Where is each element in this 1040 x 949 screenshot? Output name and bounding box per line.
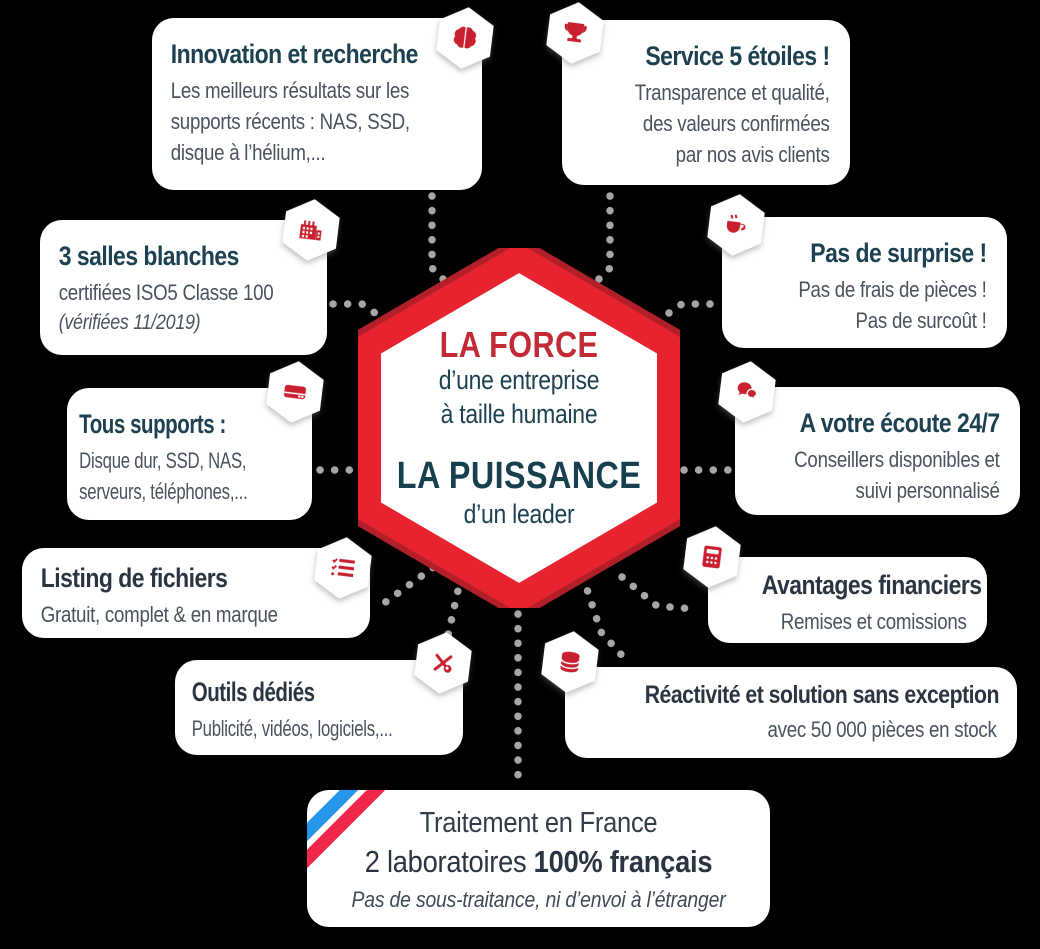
chat-bubbles-icon: [716, 358, 777, 426]
central-line-3: à taille humaine: [440, 399, 598, 430]
france-line-2-bold: 100% français: [533, 844, 713, 880]
checklist-icon: [312, 534, 373, 602]
card-outils: Outils dédiés Publicité, vidéos, logicie…: [175, 660, 463, 755]
card-title: A votre écoute 24/7: [799, 408, 1000, 438]
card-body-line: serveurs, téléphones,...: [79, 478, 248, 504]
card-body-line: Disque dur, SSD, NAS,: [79, 447, 247, 473]
france-line-3: Pas de sous-traitance, ni d’envoi à l’ét…: [351, 886, 726, 912]
hexagon-shape-icon: [349, 239, 689, 617]
card-service: Service 5 étoiles ! Transparence et qual…: [562, 20, 850, 185]
france-line-2: 2 laboratoires 100% français: [335, 842, 742, 882]
card-avantages: Avantages financiers Remises et comissio…: [708, 557, 987, 643]
central-line-force: LA FORCE: [439, 323, 599, 365]
card-traitement-france: Traitement en France 2 laboratoires 100%…: [307, 790, 770, 927]
card-title: Tous supports :: [79, 409, 226, 439]
card-body-line: Pas de frais de pièces !: [798, 276, 987, 302]
card-body-line: Publicité, vidéos, logiciels,...: [191, 715, 393, 741]
calculator-icon: [681, 523, 742, 591]
card-listing: Listing de fichiers Gratuit, complet & e…: [22, 548, 370, 638]
card-body-line: Remises et comissions: [780, 608, 967, 634]
central-line-5: d’un leader: [463, 498, 575, 529]
card-body-line: Transparence et qualité,: [634, 79, 830, 105]
card-body-line: Pas de surcoût !: [855, 307, 987, 333]
factory-icon: [280, 196, 341, 264]
card-title: Pas de surprise !: [810, 238, 987, 268]
card-note: (vérifiées 11/2019): [58, 310, 201, 334]
card-reactivite: Réactivité et solution sans exception av…: [565, 667, 1017, 758]
card-body-line: des valeurs confirmées: [642, 110, 830, 136]
card-title: Service 5 étoiles !: [645, 41, 830, 71]
card-innovation: Innovation et recherche Les meilleurs ré…: [152, 18, 482, 190]
card-body-line: Conseillers disponibles et: [794, 446, 1000, 472]
card-ecoute: A votre écoute 24/7 Conseillers disponib…: [735, 387, 1020, 515]
card-title: Outils dédiés: [191, 677, 315, 707]
card-pas-de-surprise: Pas de surprise ! Pas de frais de pièces…: [722, 217, 1007, 348]
france-line-1: Traitement en France: [419, 807, 658, 839]
card-title: Réactivité et solution sans exception: [644, 681, 1000, 709]
central-message: LA FORCE d’une entreprise à taille humai…: [382, 248, 656, 608]
card-body-line: par nos avis clients: [675, 142, 830, 168]
card-title: Listing de fichiers: [40, 563, 228, 593]
coffee-cup-icon: [705, 191, 766, 259]
card-body-line: disque à l’hélium,...: [170, 140, 326, 166]
france-line-2-prefix: 2 laboratoires: [364, 844, 534, 880]
hard-drive-icon: [264, 358, 325, 426]
france-text: Traitement en France 2 laboratoires 100%…: [335, 790, 742, 916]
central-hexagon: LA FORCE d’une entreprise à taille humai…: [349, 239, 689, 617]
trophy-icon: [544, 0, 605, 67]
card-title: Avantages financiers: [761, 570, 982, 600]
database-icon: [539, 628, 600, 696]
card-body-line: certifiées ISO5 Classe 100: [58, 279, 274, 305]
card-salles-blanches: 3 salles blanches certifiées ISO5 Classe…: [40, 220, 327, 355]
french-flag-ribbon-icon: [307, 790, 386, 869]
card-title: 3 salles blanches: [58, 241, 240, 271]
card-title: Innovation et recherche: [170, 39, 419, 69]
card-body-line: Gratuit, complet & en marque: [40, 601, 278, 627]
central-line-2: d’une entreprise: [438, 365, 600, 396]
card-body-line: suivi personnalisé: [855, 477, 1000, 503]
tools-icon: [412, 629, 473, 697]
card-body-line: supports récents : NAS, SSD,: [170, 108, 410, 134]
card-body-line: avec 50 000 pièces en stock: [767, 717, 997, 743]
card-body-line: Les meilleurs résultats sur les: [170, 77, 410, 103]
central-line-puissance: LA PUISSANCE: [396, 454, 642, 497]
brain-icon: [434, 4, 495, 72]
card-tous-supports: Tous supports : Disque dur, SSD, NAS, se…: [67, 388, 312, 520]
